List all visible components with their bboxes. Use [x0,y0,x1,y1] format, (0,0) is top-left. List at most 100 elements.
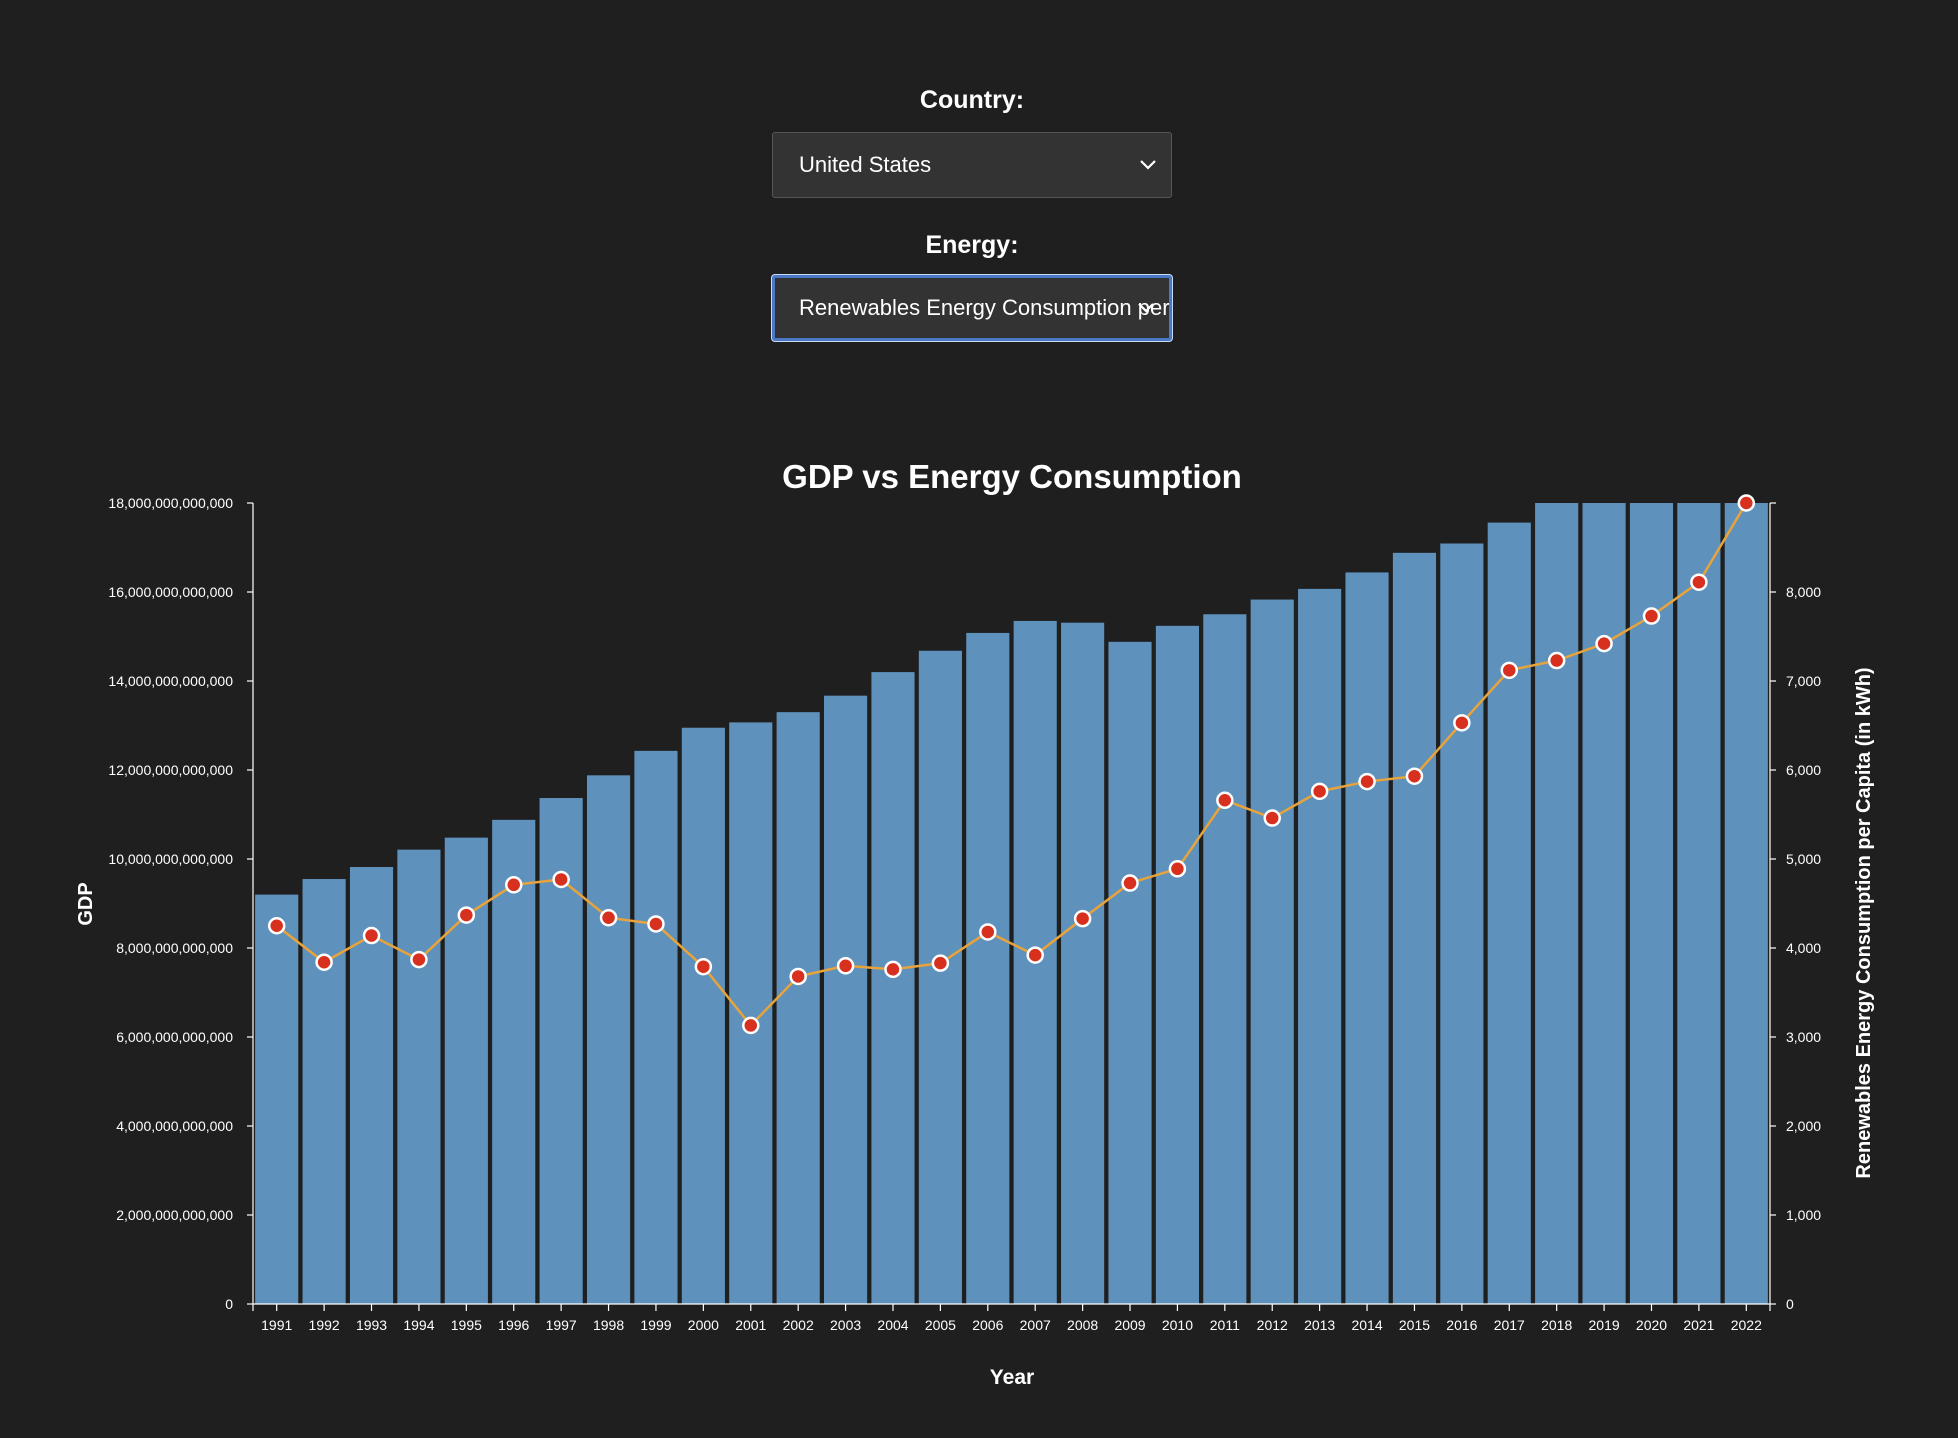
energy-point [1500,661,1519,680]
axes-layer: 0 2,000,000,000,000 4,000,000,000,000 6,000… [108,495,1821,1333]
right-tick-label: 0 [1786,1296,1794,1312]
gdp-bar [634,750,678,1304]
chart-title: GDP vs Energy Consumption [782,458,1242,495]
energy-point [1547,651,1566,670]
gdp-bar [1345,572,1389,1304]
gdp-bar [1629,503,1674,1304]
energy-point [552,870,570,889]
energy-point [410,950,428,969]
left-tick-label: 8,000,000,000,000 [116,940,233,956]
gdp-bar [1440,543,1484,1304]
gdp-bar [729,722,773,1304]
energy-point [1263,809,1281,827]
gdp-bar [397,849,441,1304]
energy-point [931,954,950,972]
gdp-bar [1108,641,1152,1304]
x-tick-label: 1992 [309,1317,340,1333]
x-tick-label: 2012 [1257,1317,1288,1333]
x-tick-label: 2005 [925,1317,956,1333]
right-tick-label: 2,000 [1786,1118,1821,1134]
right-tick-label: 3,000 [1786,1029,1821,1045]
x-tick-label: 2004 [877,1317,908,1333]
gdp-bar [302,879,346,1304]
gdp-bar [681,727,725,1304]
gdp-bar [586,775,631,1304]
gdp-bar [1582,503,1626,1304]
energy-point [457,906,476,924]
gdp-bar [255,894,299,1304]
x-tick-label: 2007 [1020,1317,1051,1333]
x-tick-label: 2001 [735,1317,766,1333]
energy-point [884,960,902,979]
x-tick-label: 2003 [830,1317,861,1333]
x-tick-label: 1996 [498,1317,529,1333]
gdp-bar [1724,503,1768,1304]
x-tick-label: 1993 [356,1317,387,1333]
x-tick-label: 2002 [783,1317,814,1333]
energy-point [836,957,855,975]
energy-point [1358,772,1376,791]
gdp-bar [1677,503,1721,1304]
energy-point [789,967,807,986]
right-tick-label: 8,000 [1786,584,1821,600]
x-tick-label: 2019 [1589,1317,1620,1333]
gdp-bar [1487,522,1531,1304]
left-tick-label: 6,000,000,000,000 [116,1029,233,1045]
left-tick-label: 4,000,000,000,000 [116,1118,233,1134]
x-tick-label: 1998 [593,1317,624,1333]
x-tick-label: 2011 [1210,1317,1240,1333]
x-axis-label: Year [990,1366,1034,1389]
x-tick-label: 2016 [1446,1317,1477,1333]
gdp-bar [918,650,962,1304]
energy-point [1073,909,1092,928]
energy-point [647,915,665,933]
left-axis-label: GDP [75,882,97,925]
energy-select[interactable]: Renewables Energy Consumption per Capita… [772,275,1172,341]
x-tick-label: 2020 [1636,1317,1667,1333]
energy-point [1310,782,1329,801]
chevron-down-icon [1135,133,1161,197]
energy-point [1168,860,1187,878]
x-tick-label: 2017 [1494,1317,1525,1333]
x-tick-label: 2000 [688,1317,719,1333]
left-tick-label: 0 [225,1296,233,1312]
energy-point [1595,634,1613,653]
energy-point [1453,714,1471,732]
energy-point [267,917,286,935]
bars-layer [255,503,1768,1304]
energy-point [1405,767,1424,785]
x-tick-label: 2010 [1162,1317,1193,1333]
x-tick-label: 2021 [1683,1317,1714,1333]
right-tick-label: 6,000 [1786,762,1821,778]
gdp-bar [1155,625,1199,1304]
energy-point [1216,791,1234,810]
energy-point [1737,494,1756,512]
energy-point [1642,607,1661,625]
gdp-bar [1203,614,1247,1304]
left-tick-label: 2,000,000,000,000 [116,1207,233,1223]
gdp-bar [871,672,915,1304]
gdp-bar [824,695,868,1304]
x-tick-label: 1995 [451,1317,482,1333]
x-tick-label: 2018 [1541,1317,1572,1333]
energy-point [504,876,523,894]
gdp-bar [1250,599,1294,1304]
energy-point [315,953,333,971]
energy-label: Energy: [925,231,1019,259]
country-select[interactable]: United States [772,132,1172,198]
x-tick-label: 1999 [640,1317,671,1333]
energy-point [1690,573,1708,591]
x-tick-label: 2009 [1114,1317,1145,1333]
energy-point [694,957,713,976]
gdp-bar [1392,552,1437,1304]
line-layer [267,494,1756,1035]
gdp-bar [1298,588,1342,1304]
right-tick-label: 1,000 [1786,1207,1821,1223]
right-tick-label: 5,000 [1786,851,1821,867]
x-tick-label: 2022 [1731,1317,1762,1333]
energy-select-value: Renewables Energy Consumption per Capita… [799,295,1170,320]
right-axis-label: Renewables Energy Consumption per Capita… [1853,667,1875,1178]
left-tick-label: 14,000,000,000,000 [108,673,233,689]
chevron-down-icon [1133,278,1159,338]
